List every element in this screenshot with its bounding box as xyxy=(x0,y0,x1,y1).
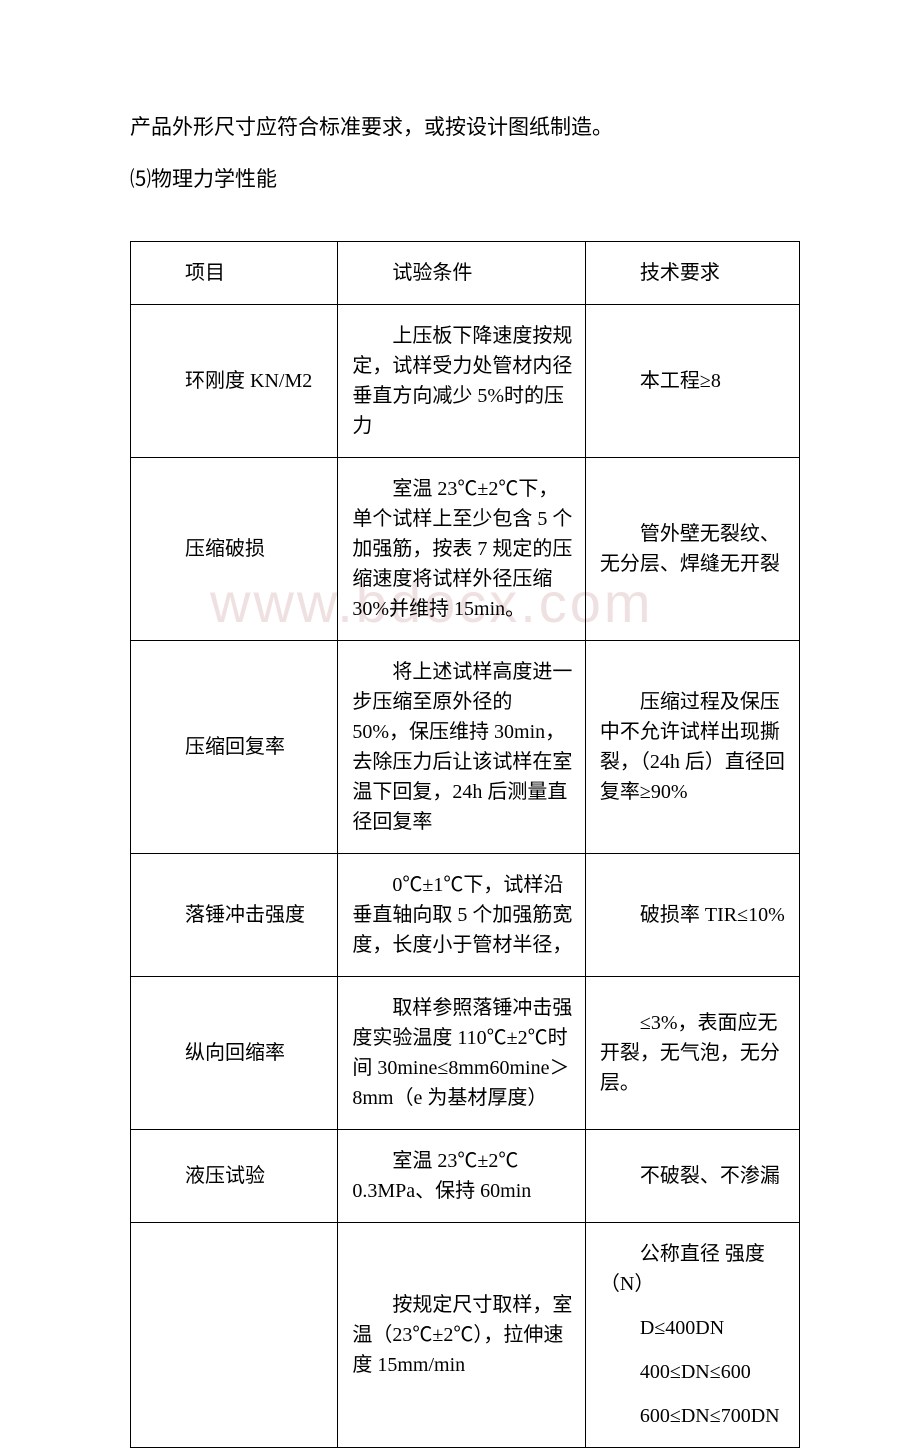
cell-condition: 将上述试样高度进一步压缩至原外径的 50%，保压维持 30min，去除压力后让该… xyxy=(338,641,586,854)
cell-item xyxy=(131,1223,338,1448)
intro-line-1: 产品外形尺寸应符合标准要求，或按设计图纸制造。 xyxy=(130,105,800,149)
cell-item: 压缩回复率 xyxy=(131,641,338,854)
cell-requirement: 不破裂、不渗漏 xyxy=(585,1130,799,1223)
header-condition: 试验条件 xyxy=(338,242,586,305)
cell-item: 环刚度 KN/M2 xyxy=(131,305,338,458)
header-requirement: 技术要求 xyxy=(585,242,799,305)
cell-condition: 0℃±1℃下，试样沿垂直轴向取 5 个加强筋宽度，长度小于管材半径， xyxy=(338,854,586,977)
header-item: 项目 xyxy=(131,242,338,305)
cell-condition: 上压板下降速度按规定，试样受力处管材内径垂直方向减少 5%时的压力 xyxy=(338,305,586,458)
table-row: 落锤冲击强度 0℃±1℃下，试样沿垂直轴向取 5 个加强筋宽度，长度小于管材半径… xyxy=(131,854,800,977)
cell-condition: 取样参照落锤冲击强度实验温度 110℃±2℃时间 30mine≤8mm60min… xyxy=(338,977,586,1130)
req-line: 公称直径 强度（N） xyxy=(600,1239,787,1299)
req-line: D≤400DN xyxy=(600,1313,787,1343)
cell-requirement: 破损率 TIR≤10% xyxy=(585,854,799,977)
document-content: 产品外形尺寸应符合标准要求，或按设计图纸制造。 ⑸物理力学性能 项目 试验条件 … xyxy=(130,105,800,1448)
req-line: 600≤DN≤700DN xyxy=(600,1401,787,1431)
table-row: 按规定尺寸取样，室温（23℃±2℃），拉伸速度 15mm/min 公称直径 强度… xyxy=(131,1223,800,1448)
table-row: 压缩回复率 将上述试样高度进一步压缩至原外径的 50%，保压维持 30min，去… xyxy=(131,641,800,854)
section-label: ⑸物理力学性能 xyxy=(130,157,800,201)
table-row: 纵向回缩率 取样参照落锤冲击强度实验温度 110℃±2℃时间 30mine≤8m… xyxy=(131,977,800,1130)
cell-requirement: 管外壁无裂纹、无分层、焊缝无开裂 xyxy=(585,458,799,641)
cell-condition: 室温 23℃±2℃下，单个试样上至少包含 5 个加强筋，按表 7 规定的压缩速度… xyxy=(338,458,586,641)
cell-item: 压缩破损 xyxy=(131,458,338,641)
cell-requirement: ≤3%，表面应无开裂，无气泡，无分层。 xyxy=(585,977,799,1130)
table-row: 压缩破损 室温 23℃±2℃下，单个试样上至少包含 5 个加强筋，按表 7 规定… xyxy=(131,458,800,641)
cell-item: 落锤冲击强度 xyxy=(131,854,338,977)
cell-requirement: 压缩过程及保压中不允许试样出现撕裂，（24h 后）直径回复率≥90% xyxy=(585,641,799,854)
req-line: 400≤DN≤600 xyxy=(600,1357,787,1387)
cell-requirement: 本工程≥8 xyxy=(585,305,799,458)
properties-table: 项目 试验条件 技术要求 环刚度 KN/M2 上压板下降速度按规定，试样受力处管… xyxy=(130,241,800,1448)
cell-condition: 室温 23℃±2℃ 0.3MPa、保持 60min xyxy=(338,1130,586,1223)
table-row: 液压试验 室温 23℃±2℃ 0.3MPa、保持 60min 不破裂、不渗漏 xyxy=(131,1130,800,1223)
table-row: 环刚度 KN/M2 上压板下降速度按规定，试样受力处管材内径垂直方向减少 5%时… xyxy=(131,305,800,458)
cell-item: 纵向回缩率 xyxy=(131,977,338,1130)
cell-item: 液压试验 xyxy=(131,1130,338,1223)
cell-condition: 按规定尺寸取样，室温（23℃±2℃），拉伸速度 15mm/min xyxy=(338,1223,586,1448)
table-header-row: 项目 试验条件 技术要求 xyxy=(131,242,800,305)
cell-requirement: 公称直径 强度（N） D≤400DN 400≤DN≤600 600≤DN≤700… xyxy=(585,1223,799,1448)
